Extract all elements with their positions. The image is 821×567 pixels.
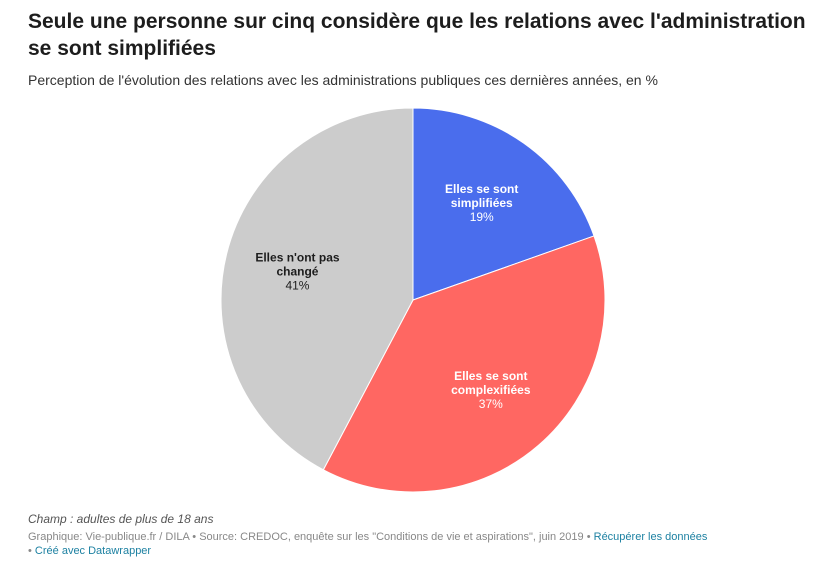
chart-title: Seule une personne sur cinq considère qu… — [28, 10, 806, 60]
get-data-link[interactable]: Récupérer les données — [593, 531, 708, 543]
footer-credit: Graphique: Vie-publique.fr / DILA • Sour… — [28, 531, 594, 543]
slice-label-simplifiees: Elles se sont simplifiées 19% — [445, 182, 518, 224]
scope-note: Champ : adultes de plus de 18 ans — [28, 512, 214, 526]
pie-slice-complexifiees — [322, 235, 606, 493]
slice-label-line: Elles se sont — [454, 369, 527, 383]
slice-label-change: Elles n'ont pas changé 41% — [255, 250, 340, 292]
slice-label-line: changé — [276, 264, 318, 278]
pie-slice-change — [220, 107, 414, 471]
slice-value-label: 37% — [479, 397, 503, 411]
slice-label-complexifiees: Elles se sont complexifiées 37% — [451, 369, 531, 411]
slice-label-line: simplifiées — [451, 196, 513, 210]
datawrapper-link[interactable]: Créé avec Datawrapper — [34, 545, 152, 557]
slice-value-label: 19% — [470, 210, 494, 224]
slice-label-line: Elles n'ont pas — [255, 250, 340, 264]
slice-value-label: 41% — [285, 278, 309, 292]
footer-separator: • — [28, 545, 35, 557]
slice-label-line: Elles se sont — [445, 182, 518, 196]
slice-label-line: complexifiées — [451, 383, 531, 397]
pie-slice-simplifiees — [412, 107, 595, 301]
chart-subtitle: Perception de l'évolution des relations … — [28, 72, 658, 88]
chart-footer: Graphique: Vie-publique.fr / DILA • Sour… — [28, 530, 728, 558]
